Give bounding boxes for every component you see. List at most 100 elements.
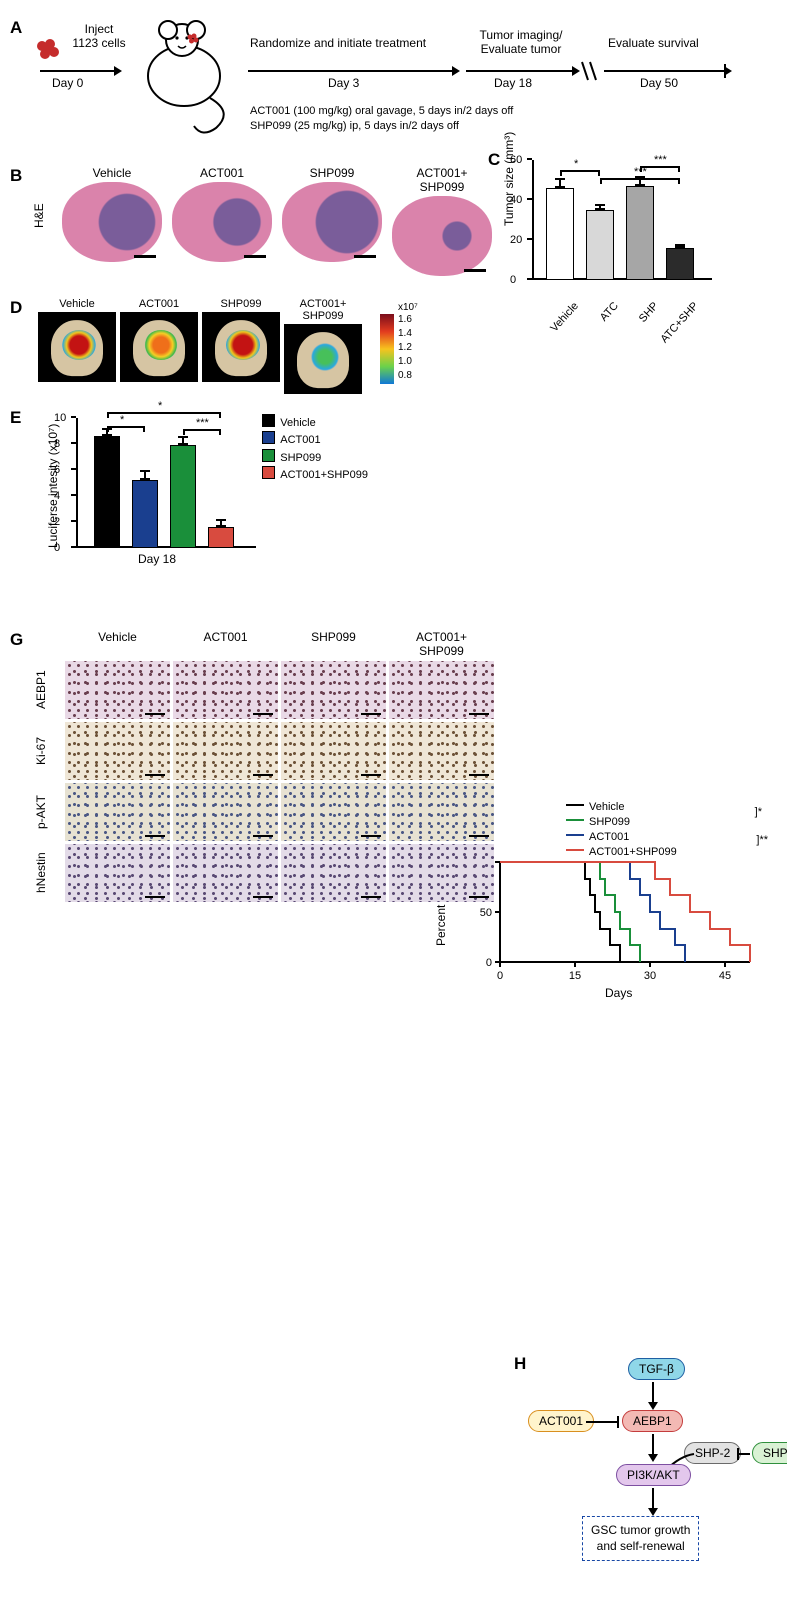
he-side-label: H&E — [32, 203, 46, 228]
panel-h: H TGF-β ACT001 AEBP1 SHP-2 SHP099 PI3K/A… — [534, 1354, 774, 1614]
ytick: 0 — [510, 274, 516, 286]
ihc-col-head: SHP099 — [281, 630, 386, 658]
biolum-col: Vehicle — [38, 298, 116, 394]
he-col-label: ACT001 — [172, 166, 272, 180]
ytick: 8 — [54, 438, 60, 450]
bar — [666, 248, 694, 280]
he-col-label: ACT001+ SHP099 — [392, 166, 492, 194]
sig-line — [107, 426, 145, 428]
arrow-3 — [466, 70, 574, 72]
ytick: 6 — [54, 464, 60, 476]
dose-line-2: SHP099 (25 mg/kg) ip, 5 days in/2 days o… — [250, 119, 513, 134]
colorbar-gradient — [380, 314, 394, 384]
ytick: 40 — [510, 194, 522, 206]
randomize-label: Randomize and initiate treatment — [250, 36, 426, 50]
ihc-image — [65, 844, 170, 902]
error-bar — [559, 178, 561, 188]
sig-label: * — [158, 400, 162, 412]
ihc-image — [173, 844, 278, 902]
tumor-cluster-icon — [34, 36, 62, 64]
ytick: 2 — [54, 516, 60, 528]
biolum-col-label: ACT001 — [120, 298, 198, 310]
legend-item: ACT001 — [262, 431, 368, 448]
arrow-2 — [248, 70, 454, 72]
svg-text:15: 15 — [569, 970, 581, 982]
panel-a: A Inject 1123 cells Day 0 Randomize and … — [34, 18, 769, 148]
ihc-image — [281, 722, 386, 780]
ihc-image — [281, 844, 386, 902]
biolum-col-label: SHP099 — [202, 298, 280, 310]
pathway-diagram: TGF-β ACT001 AEBP1 SHP-2 SHP099 PI3K/AKT… — [534, 1354, 774, 1614]
ihc-image — [389, 722, 494, 780]
biolum-image — [120, 312, 198, 382]
biolum-col: ACT001+ SHP099 — [284, 298, 362, 394]
ihc-col-head: Vehicle — [65, 630, 170, 658]
survival-label: Evaluate survival — [608, 36, 699, 50]
he-image — [62, 182, 162, 262]
error-bar — [144, 470, 146, 480]
inhib-act-aebp — [586, 1421, 618, 1423]
arrow-1 — [40, 70, 116, 72]
ihc-image — [173, 661, 278, 719]
ihc-image — [65, 722, 170, 780]
inhib-shp099-shp2 — [738, 1453, 750, 1455]
panel-d: D VehicleACT001SHP099ACT001+ SHP099 x10⁷… — [34, 298, 769, 394]
node-outcome-box: GSC tumor growth and self-renewal — [582, 1516, 699, 1561]
svg-text:50: 50 — [480, 907, 492, 919]
colorbar-label: 0.8 — [398, 370, 412, 381]
arrow-pi3k-box — [652, 1488, 654, 1510]
day3: Day 3 — [328, 76, 359, 90]
biolum-image — [202, 312, 280, 382]
day50: Day 50 — [640, 76, 678, 90]
ihc-image — [65, 783, 170, 841]
svg-text:45: 45 — [719, 970, 731, 982]
panel-label-b: B — [10, 166, 22, 186]
ytick: 60 — [510, 154, 522, 166]
bar — [208, 527, 234, 548]
node-shp099: SHP099 — [752, 1442, 787, 1464]
ihc-image — [65, 661, 170, 719]
legend-item: ACT001+SHP099 — [262, 466, 368, 483]
panel-label-h: H — [514, 1354, 526, 1374]
legend-item: SHP099 — [262, 449, 368, 466]
ihc-image — [173, 783, 278, 841]
he-image — [172, 182, 272, 262]
legend-item: Vehicle — [262, 414, 368, 431]
ytick: 10 — [54, 412, 66, 424]
arrow-tgf-aebp — [652, 1382, 654, 1404]
sig-label: *** — [654, 154, 667, 166]
error-bar — [599, 204, 601, 210]
svg-text:0: 0 — [497, 970, 503, 982]
bar — [546, 188, 574, 280]
ytick: 4 — [54, 490, 60, 502]
day0: Day 0 — [52, 76, 83, 90]
bar — [132, 480, 158, 548]
node-aebp1: AEBP1 — [622, 1410, 683, 1432]
he-col-label: Vehicle — [62, 166, 162, 180]
ihc-image — [173, 722, 278, 780]
ihc-row-head: hNestin — [34, 844, 62, 902]
node-pi3k: PI3K/AKT — [616, 1464, 691, 1486]
sig-line — [107, 412, 221, 414]
biolum-col: ACT001 — [120, 298, 198, 394]
mouse-icon — [124, 14, 244, 134]
biolum-col-label: ACT001+ SHP099 — [284, 298, 362, 322]
ihc-row-head: AEBP1 — [34, 661, 62, 719]
sig-line — [183, 429, 221, 431]
sig-label: * — [120, 414, 124, 426]
colorbar: x10⁷ 1.61.41.21.00.8 — [380, 314, 454, 384]
e-xlabel: Day 18 — [138, 552, 176, 566]
ytick: 20 — [510, 234, 522, 246]
panel-label-d: D — [10, 298, 22, 318]
he-image — [282, 182, 382, 262]
sig-label: * — [574, 158, 578, 170]
ihc-image — [281, 783, 386, 841]
ihc-col-head: ACT001 — [173, 630, 278, 658]
bar — [170, 445, 196, 548]
colorbar-label: 1.4 — [398, 328, 412, 339]
ihc-row-head: Ki-67 — [34, 722, 62, 780]
e-y-axis — [76, 418, 78, 548]
dose-line-1: ACT001 (100 mg/kg) oral gavage, 5 days i… — [250, 104, 513, 119]
biolum-image — [38, 312, 116, 382]
c-y-axis — [532, 160, 534, 280]
